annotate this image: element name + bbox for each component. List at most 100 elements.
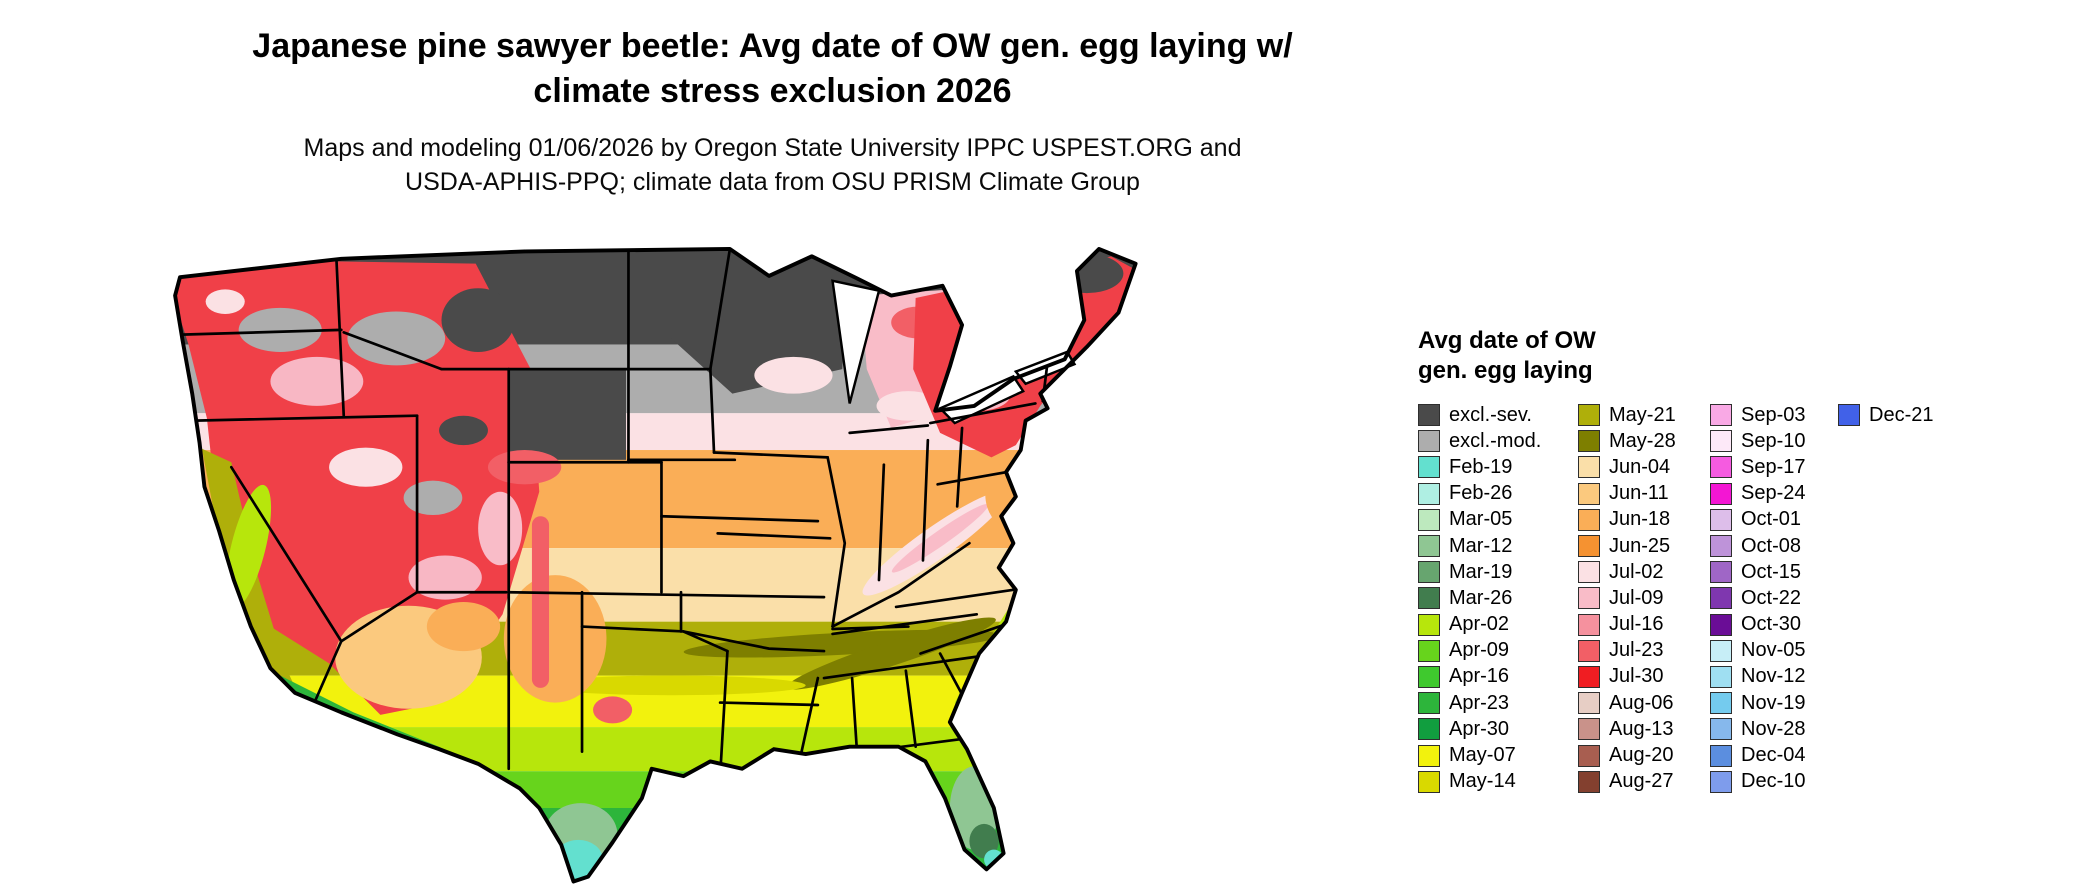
- legend-entry: Aug-13: [1578, 716, 1710, 742]
- legend-entry: Jul-02: [1578, 559, 1710, 585]
- legend-label: Feb-26: [1449, 482, 1513, 505]
- legend-entry: Mar-19: [1418, 559, 1578, 585]
- legend-title: Avg date of OW gen. egg laying: [1418, 326, 1958, 386]
- legend-swatch: [1578, 587, 1600, 610]
- legend-label: excl.-sev.: [1449, 403, 1532, 426]
- page-title: Japanese pine sawyer beetle: Avg date of…: [0, 24, 1545, 114]
- legend-swatch: [1710, 404, 1732, 427]
- legend-swatch: [1710, 482, 1732, 505]
- legend-label: Aug-06: [1609, 691, 1674, 714]
- legend-entry: excl.-sev.: [1418, 402, 1578, 428]
- legend-swatch: [1710, 508, 1732, 531]
- legend-entry: Nov-28: [1710, 716, 1838, 742]
- legend-label: Jun-11: [1609, 482, 1669, 505]
- us-map-svg: [173, 247, 1138, 884]
- legend-label: Mar-26: [1449, 586, 1513, 609]
- state-borders: [176, 248, 1052, 778]
- legend-label: Jul-02: [1609, 560, 1664, 583]
- legend-entry: Feb-26: [1418, 481, 1578, 507]
- legend-swatch: [1418, 665, 1440, 688]
- legend-label: May-21: [1609, 403, 1676, 426]
- legend-swatch: [1418, 456, 1440, 479]
- legend-column: Sep-03 Sep-10 Sep-17 Sep-24 Oct-01 Oct-08 Oct-…: [1710, 402, 1838, 795]
- legend-label: Dec-10: [1741, 770, 1806, 793]
- legend-label: Oct-22: [1741, 586, 1802, 609]
- legend-entry: Nov-19: [1710, 690, 1838, 716]
- legend-label: Oct-15: [1741, 560, 1802, 583]
- legend-swatch: [1578, 535, 1600, 558]
- legend-label: Sep-17: [1741, 455, 1806, 478]
- legend-swatch: [1710, 456, 1732, 479]
- legend-swatch: [1418, 535, 1440, 558]
- legend-title-line1: Avg date of OW: [1418, 327, 1596, 354]
- legend-entry: Nov-05: [1710, 638, 1838, 664]
- legend-label: Mar-05: [1449, 508, 1513, 531]
- legend-label: excl.-mod.: [1449, 429, 1542, 452]
- legend-entry: Oct-22: [1710, 585, 1838, 611]
- legend-label: Dec-21: [1869, 403, 1934, 426]
- header: Japanese pine sawyer beetle: Avg date of…: [0, 24, 1545, 199]
- legend-swatch: [1710, 561, 1732, 584]
- legend-entry: Jun-04: [1578, 454, 1710, 480]
- legend-entry: May-21: [1578, 402, 1710, 428]
- legend-entry: Sep-03: [1710, 402, 1838, 428]
- legend-entry: Dec-21: [1838, 402, 1958, 428]
- legend-label: Nov-05: [1741, 639, 1806, 662]
- legend-swatch: [1418, 482, 1440, 505]
- page-title-line2: climate stress exclusion 2026: [533, 71, 1012, 110]
- legend-swatch: [1710, 665, 1732, 688]
- legend-entry: Jul-09: [1578, 585, 1710, 611]
- legend-title-line2: gen. egg laying: [1418, 357, 1593, 384]
- legend-label: Jul-09: [1609, 586, 1664, 609]
- legend-swatch: [1578, 639, 1600, 662]
- legend-label: Jun-04: [1609, 455, 1671, 478]
- legend-entry: Apr-16: [1418, 664, 1578, 690]
- legend-entry: Oct-15: [1710, 559, 1838, 585]
- map-fill-layer: [175, 248, 1136, 882]
- page-subtitle-line2: USDA-APHIS-PPQ; climate data from OSU PR…: [405, 167, 1140, 196]
- legend-swatch: [1418, 404, 1440, 427]
- legend-swatch: [1710, 692, 1732, 715]
- legend-column: May-21 May-28 Jun-04 Jun-11 Jun-18 Jun-25 Jul-…: [1578, 402, 1710, 795]
- legend: Avg date of OW gen. egg laying excl.-sev…: [1418, 326, 1958, 795]
- legend-swatch: [1578, 770, 1600, 793]
- legend-label: Nov-19: [1741, 691, 1806, 714]
- legend-entry: Dec-10: [1710, 769, 1838, 795]
- legend-entry: Jun-18: [1578, 507, 1710, 533]
- legend-entry: May-07: [1418, 742, 1578, 768]
- legend-label: Oct-30: [1741, 613, 1802, 636]
- legend-swatch: [1838, 404, 1860, 427]
- legend-entry: Jul-16: [1578, 612, 1710, 638]
- legend-entry: Sep-24: [1710, 481, 1838, 507]
- legend-entry: Jun-11: [1578, 481, 1710, 507]
- legend-entry: May-14: [1418, 769, 1578, 795]
- legend-column: Dec-21: [1838, 402, 1958, 428]
- legend-entry: Mar-12: [1418, 533, 1578, 559]
- legend-label: Apr-02: [1449, 613, 1510, 636]
- legend-swatch: [1710, 744, 1732, 767]
- legend-label: Mar-12: [1449, 534, 1513, 557]
- legend-label: Oct-01: [1741, 508, 1802, 531]
- legend-label: Dec-04: [1741, 744, 1806, 767]
- legend-columns: excl.-sev. excl.-mod. Feb-19 Feb-26 Mar-05 Ma…: [1418, 402, 1958, 795]
- legend-entry: Jul-23: [1578, 638, 1710, 664]
- legend-swatch: [1418, 770, 1440, 793]
- legend-label: Aug-13: [1609, 717, 1674, 740]
- legend-entry: Apr-02: [1418, 612, 1578, 638]
- legend-label: Nov-12: [1741, 665, 1806, 688]
- legend-swatch: [1418, 613, 1440, 636]
- legend-entry: excl.-mod.: [1418, 428, 1578, 454]
- us-outline: [173, 247, 1138, 884]
- legend-swatch: [1710, 770, 1732, 793]
- legend-entry: Jul-30: [1578, 664, 1710, 690]
- legend-label: Jun-25: [1609, 534, 1671, 557]
- legend-label: May-14: [1449, 770, 1516, 793]
- legend-entry: Feb-19: [1418, 454, 1578, 480]
- legend-label: Apr-09: [1449, 639, 1510, 662]
- legend-swatch: [1418, 744, 1440, 767]
- legend-entry: Oct-01: [1710, 507, 1838, 533]
- legend-label: Jul-16: [1609, 613, 1664, 636]
- legend-swatch: [1578, 613, 1600, 636]
- legend-entry: Oct-30: [1710, 612, 1838, 638]
